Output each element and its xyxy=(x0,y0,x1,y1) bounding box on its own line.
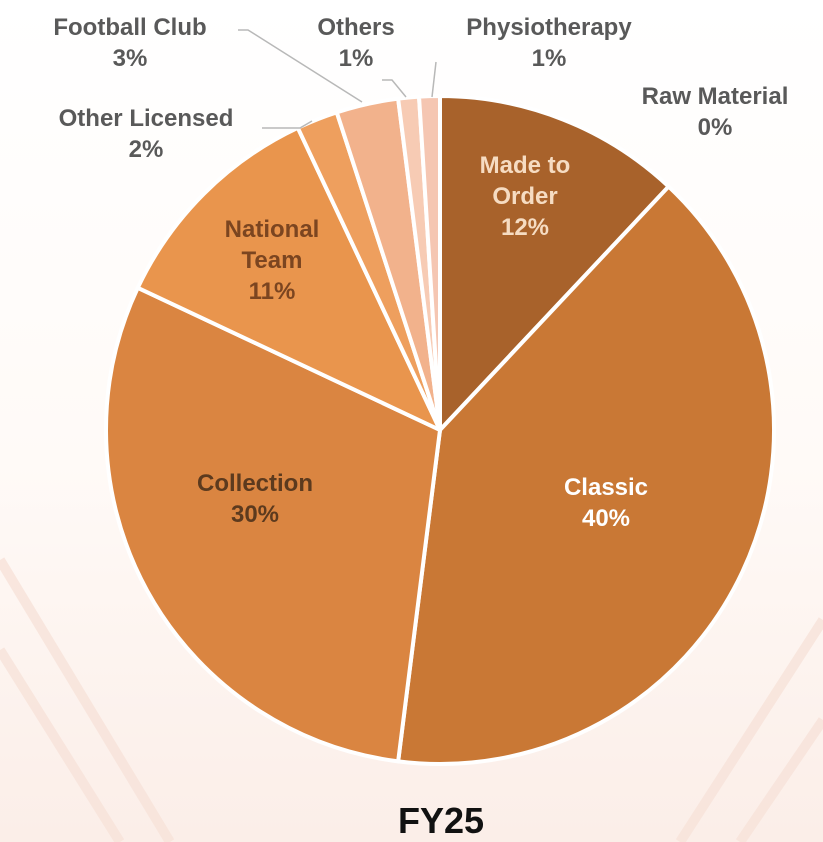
value-label: 1% xyxy=(531,45,567,72)
slices xyxy=(104,94,776,766)
category-name: Made to Order xyxy=(479,152,571,210)
leader-lines xyxy=(238,29,437,129)
slice-label: Other Licensed 2% xyxy=(16,103,276,165)
category-name: Football Club xyxy=(53,14,207,41)
slice-label: National Team 11% xyxy=(207,214,337,307)
category-name: Physiotherapy xyxy=(466,14,632,41)
value-label: 11% xyxy=(248,278,296,305)
slice-label: Classic 40% xyxy=(531,472,681,534)
category-name: Classic xyxy=(563,474,649,501)
category-name: Raw Material xyxy=(641,83,789,110)
slice-label: Football Club 3% xyxy=(20,12,240,74)
value-label: 0% xyxy=(697,114,733,141)
category-name: Other Licensed xyxy=(58,105,234,132)
value-label: 30% xyxy=(230,501,280,528)
value-label: 3% xyxy=(112,45,148,72)
slice-label: Made to Order 12% xyxy=(460,150,590,243)
slice-label: Physiotherapy 1% xyxy=(429,12,669,74)
pie-slice xyxy=(396,184,776,766)
background-stripes xyxy=(0,557,823,842)
category-name: Collection xyxy=(196,470,313,497)
value-label: 1% xyxy=(338,45,374,72)
pie-slice xyxy=(104,285,442,764)
category-name: Others xyxy=(317,14,395,41)
value-label: 12% xyxy=(500,214,550,241)
slice-label: Collection 30% xyxy=(155,468,355,530)
category-name: National Team xyxy=(224,216,320,274)
value-label: 2% xyxy=(128,136,164,163)
slice-label: Others 1% xyxy=(296,12,416,74)
value-label: 40% xyxy=(581,505,631,532)
pie-slice xyxy=(438,94,671,432)
pie-slice xyxy=(135,125,442,432)
chart-title: FY25 xyxy=(397,800,485,841)
slice-label: Raw Material 0% xyxy=(605,81,823,143)
